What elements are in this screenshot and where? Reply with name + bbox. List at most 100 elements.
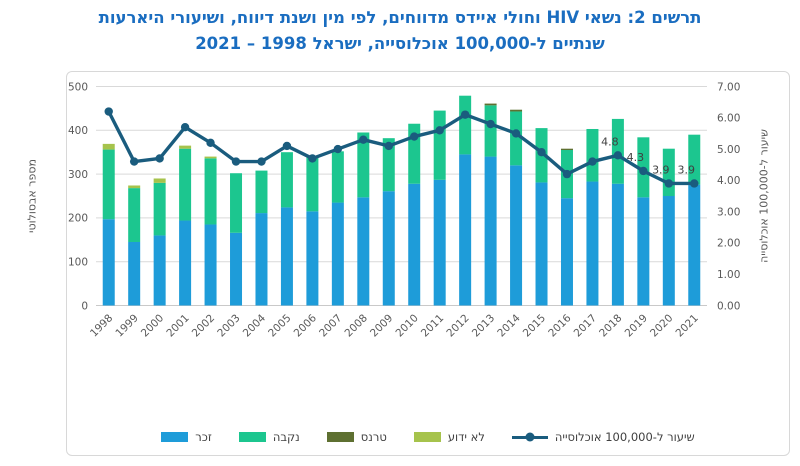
svg-text:2021: 2021 [674,312,701,339]
svg-text:400: 400 [68,125,88,137]
bars-male [102,154,701,306]
bar-segment-trans [510,109,523,112]
bar-segment-male [357,197,370,306]
legend-line-dot-icon [525,432,535,442]
legend-label-unknown: לא ידוע [447,430,485,444]
svg-text:2003: 2003 [215,312,242,339]
rate-marker [155,154,164,163]
svg-text:2019: 2019 [623,312,650,339]
figure-title-line2: שנתיים ל-100,000 אוכלוסייה, ישראל 1998 –… [195,34,605,53]
left-axis-tick-labels: 0 100 200 300 400 500 [68,81,88,312]
legend-swatch-male-icon [161,432,189,442]
x-axis-tick-labels: 1998199920002001200220032004200520062007… [88,312,701,340]
svg-text:4.8: 4.8 [601,135,619,148]
bar-segment-female [153,182,166,236]
legend-item-female: נקבה [238,430,300,444]
bar-segment-trans [484,103,497,106]
bar-segment-male [535,182,548,306]
rate-marker [690,179,699,188]
svg-text:2005: 2005 [266,312,293,339]
legend-swatch-female-icon [238,432,266,442]
bar-segment-male [280,207,293,306]
right-axis-tick-labels: 0.00 1.00 2.00 3.00 4.00 5.00 6.00 7.00 [717,81,740,312]
gridlines [96,86,707,306]
bar-segment-unknown [128,185,141,189]
bar-segment-male [459,154,472,306]
legend-item-rate: שיעור ל-100,000 אוכלוסייה [511,430,695,444]
bar-segment-male [255,213,268,306]
bar-segment-male [306,211,319,306]
svg-text:500: 500 [68,81,88,93]
legend: זכר נקבה טרנס לא ידוע שיעור ל-100,000 אוכלוס… [67,430,789,444]
left-axis-title: מספר אבסולוטי [25,159,39,233]
svg-text:2007: 2007 [317,312,344,339]
svg-text:1999: 1999 [113,312,140,339]
bar-segment-female [688,134,701,185]
bar-segment-female [306,156,319,212]
svg-text:1.00: 1.00 [717,269,740,281]
svg-text:2017: 2017 [572,312,599,339]
svg-text:2000: 2000 [139,312,166,339]
svg-text:0: 0 [81,300,88,312]
svg-text:3.9: 3.9 [678,163,696,176]
bar-segment-male [637,197,650,306]
bar-segment-unknown [179,145,192,149]
svg-text:2002: 2002 [190,312,217,339]
legend-item-unknown: לא ידוע [413,430,485,444]
svg-text:100: 100 [68,257,88,269]
bar-segment-female [433,110,446,180]
bar-segment-female [255,170,268,214]
bars-unknown [102,143,217,189]
svg-text:2.00: 2.00 [717,238,740,250]
bar-segment-male [611,183,624,306]
rate-marker [588,157,597,166]
svg-text:4.3: 4.3 [627,151,645,164]
svg-text:2012: 2012 [444,312,471,339]
rate-marker [486,119,495,129]
bar-segment-female [586,128,599,182]
bar-segment-female [484,105,497,157]
svg-text:2004: 2004 [241,312,269,340]
svg-text:2006: 2006 [292,312,320,340]
bar-segment-unknown [102,143,115,150]
svg-text:2018: 2018 [597,312,624,339]
bar-segment-unknown [153,178,166,183]
rate-marker [613,151,623,160]
figure-title: תרשים 2: נשאי HIV וחולי איידס מדווחים, ל… [0,5,800,57]
rate-marker [435,126,444,135]
legend-line-marker-icon [511,432,548,442]
bar-segment-male [153,235,166,306]
rate-marker [562,169,572,179]
svg-text:2011: 2011 [419,312,446,339]
bar-segment-female [510,111,523,166]
bar-segment-male [102,219,115,306]
rate-marker [511,129,521,138]
bar-segment-male [128,241,141,306]
svg-text:5.00: 5.00 [717,144,740,156]
bar-segment-male [331,202,344,306]
bar-segment-female [204,158,217,225]
svg-text:2001: 2001 [164,312,191,339]
bar-segment-male [204,224,217,306]
svg-text:7.00: 7.00 [717,81,740,93]
bar-segment-male [230,232,243,306]
rate-marker [129,157,139,166]
svg-text:3.9: 3.9 [652,163,670,176]
bar-segment-female [280,152,293,208]
bar-segment-female [357,132,370,198]
rate-marker [180,122,190,132]
svg-text:6.00: 6.00 [717,113,740,125]
bar-segment-female [459,95,472,155]
legend-label-trans: טרנס [360,430,387,444]
chart-canvas: 0 100 200 300 400 500 0.00 1.00 2.00 3.00 4.00 5.00… [68,81,740,340]
legend-swatch-unknown-icon [413,432,441,442]
bar-segment-female [382,138,395,192]
svg-text:2010: 2010 [393,312,420,339]
rate-marker [384,141,393,151]
svg-text:0.00: 0.00 [717,300,740,312]
figure-title-line1: תרשים 2: נשאי HIV וחולי איידס מדווחים, ל… [98,8,702,27]
svg-text:2013: 2013 [470,312,497,339]
rate-data-labels: 4.8 4.3 3.9 3.9 [601,135,695,176]
bar-segment-male [662,196,675,306]
rate-marker [639,166,648,176]
